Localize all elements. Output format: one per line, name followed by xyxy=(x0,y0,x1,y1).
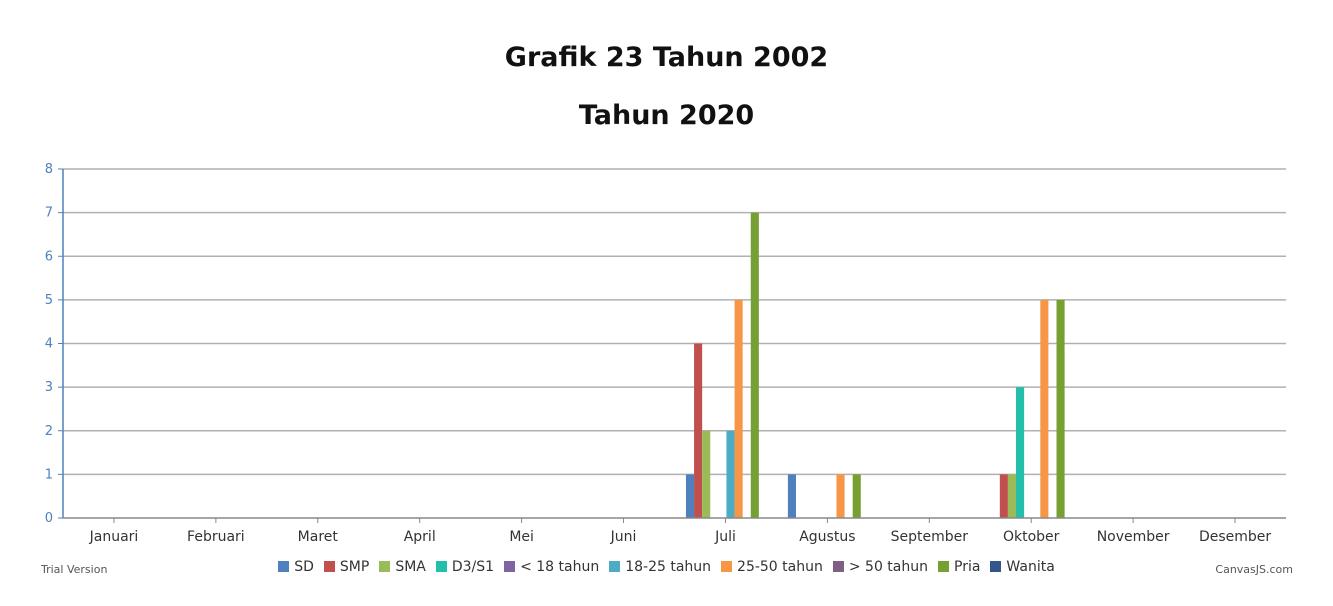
legend-swatch xyxy=(379,561,391,572)
legend-item[interactable]: Pria xyxy=(938,559,980,575)
legend-item[interactable]: Wanita xyxy=(990,559,1055,575)
legend-label: > 50 tahun xyxy=(848,559,928,575)
legend-item[interactable]: 25-50 tahun xyxy=(721,559,823,575)
x-tick-label: Juli xyxy=(714,529,736,545)
y-tick-label: 0 xyxy=(45,511,53,526)
chart-title: Grafik 23 Tahun 2002 xyxy=(504,42,829,73)
x-tick-label: Juni xyxy=(610,529,637,545)
x-tick-label: Januari xyxy=(89,529,139,545)
legend-item[interactable]: SD xyxy=(278,559,314,575)
bar-pria-juli xyxy=(750,212,759,518)
legend-swatch xyxy=(504,561,516,572)
y-tick-label: 1 xyxy=(45,467,53,482)
bar-pria-oktober xyxy=(1056,299,1065,518)
y-tick-label: 3 xyxy=(45,380,53,395)
legend-swatch xyxy=(832,561,844,572)
legend: SD SMP SMA D3/S1 < 18 tahun 18-25 tahun 25-50 … xyxy=(0,559,1333,575)
legend-label: < 18 tahun xyxy=(520,559,600,575)
y-tick-label: 7 xyxy=(45,206,53,221)
y-tick-label: 8 xyxy=(45,162,53,177)
x-tick-label: Desember xyxy=(1199,529,1271,545)
bar-d3-s1-oktober xyxy=(1016,387,1025,518)
legend-label: SD xyxy=(294,559,314,575)
legend-label: SMP xyxy=(339,559,370,575)
legend-item[interactable]: SMP xyxy=(323,559,370,575)
legend-label: SMA xyxy=(395,559,426,575)
y-tick-label: 6 xyxy=(45,249,53,264)
bar-smp-juli xyxy=(694,343,703,518)
y-tick-label: 5 xyxy=(45,293,53,308)
chart-subtitle: Tahun 2020 xyxy=(578,100,755,131)
gridlines xyxy=(63,168,1286,476)
legend-item[interactable]: > 50 tahun xyxy=(832,559,928,575)
bar-sd-juli xyxy=(685,474,695,518)
x-tick-label: Maret xyxy=(298,529,339,545)
bar-pria-agustus xyxy=(852,474,861,518)
bars xyxy=(685,212,1065,518)
canvasjs-credit-link[interactable]: CanvasJS.com xyxy=(1215,563,1293,576)
legend-item[interactable]: 18-25 tahun xyxy=(609,559,711,575)
axes: 0 1 2 3 4 5 6 7 8 Januari Februari Maret April Mei Jun… xyxy=(45,162,1286,545)
x-tick-label: Mei xyxy=(509,529,534,545)
legend-label: 25-50 tahun xyxy=(737,559,823,575)
bar-18-25-tahun-juli xyxy=(726,430,735,518)
bar-sma-oktober xyxy=(1007,474,1017,518)
legend-label: 18-25 tahun xyxy=(625,559,712,575)
bar-smp-oktober xyxy=(999,474,1008,518)
bar-sma-juli xyxy=(702,430,711,518)
x-tick-label: April xyxy=(404,529,436,545)
legend-swatch xyxy=(323,561,335,572)
x-tick-label: September xyxy=(891,529,969,545)
legend-label: Pria xyxy=(954,559,981,575)
x-tick-label: Agustus xyxy=(799,529,855,545)
legend-item[interactable]: < 18 tahun xyxy=(504,559,599,575)
legend-swatch xyxy=(278,561,290,572)
legend-swatch xyxy=(938,561,949,572)
x-tick-label: Februari xyxy=(187,529,245,545)
bar-25-50-tahun-agustus xyxy=(836,474,845,518)
legend-swatch xyxy=(609,561,621,572)
legend-label: Wanita xyxy=(1006,559,1055,575)
x-tick-label: November xyxy=(1097,529,1170,545)
trial-version-label: Trial Version xyxy=(41,563,108,576)
legend-item[interactable]: D3/S1 xyxy=(435,559,495,575)
bar-25-50-tahun-juli xyxy=(734,299,743,518)
bar-25-50-tahun-oktober xyxy=(1040,299,1049,518)
legend-swatch xyxy=(721,561,733,572)
y-tick-label: 2 xyxy=(45,424,53,439)
legend-label: D3/S1 xyxy=(451,559,495,575)
x-tick-label: Oktober xyxy=(1003,529,1060,545)
bar-sd-agustus xyxy=(787,474,796,518)
legend-item[interactable]: SMA xyxy=(379,559,426,575)
y-tick-label: 4 xyxy=(45,337,53,352)
legend-swatch xyxy=(435,561,447,572)
legend-swatch xyxy=(990,561,1002,572)
